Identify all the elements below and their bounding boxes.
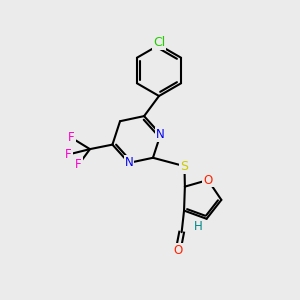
Text: O: O (203, 173, 213, 187)
Text: O: O (173, 244, 183, 257)
Text: F: F (65, 148, 72, 161)
Text: S: S (181, 160, 188, 173)
Text: N: N (156, 128, 165, 141)
Text: F: F (68, 131, 75, 144)
Text: H: H (194, 220, 203, 233)
Text: N: N (124, 156, 133, 170)
Text: Cl: Cl (153, 35, 165, 49)
Text: F: F (75, 158, 82, 171)
